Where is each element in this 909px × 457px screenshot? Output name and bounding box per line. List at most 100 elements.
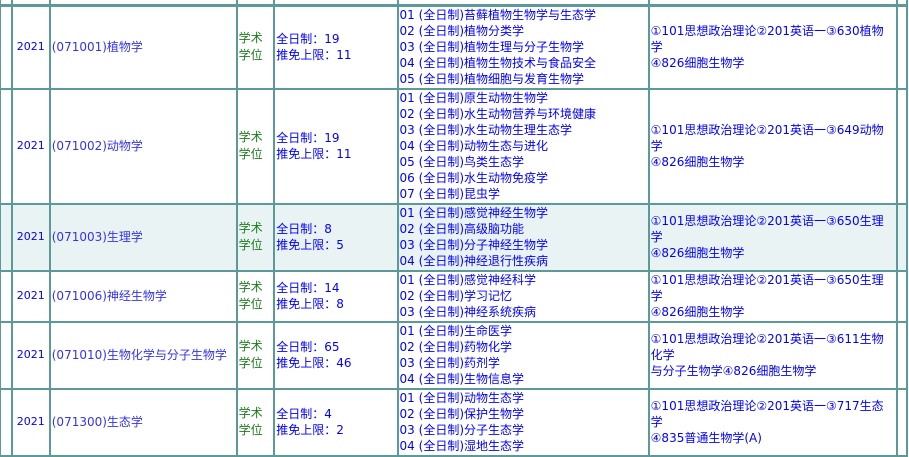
row-gutter <box>0 87 13 205</box>
direction-link[interactable]: 06 (全日制)水生动物免疫学 <box>399 171 548 185</box>
major-link[interactable]: (071001)植物学 <box>48 4 238 90</box>
year-cell: 2021 <box>10 87 51 205</box>
quota-cell: 全日制：19 推免上限：11 <box>273 87 399 205</box>
type-text: 学位 <box>238 423 263 437</box>
direction-link[interactable]: 03 (全日制)分子生态学 <box>399 423 524 437</box>
major-text: (071001)植物学 <box>51 40 143 55</box>
row-gutter <box>0 202 13 272</box>
exempt-text: 推免上限：11 <box>276 48 352 63</box>
full-time-text: 全日制：4 <box>276 407 332 421</box>
direction-link[interactable]: 05 (全日制)鸟类生态学 <box>399 155 524 169</box>
exam-subjects-cell: ①101思想政治理论②201英语一③650生理学 ④826细胞生物学 <box>647 202 899 272</box>
direction-link[interactable]: 01 (全日制)动物生态学 <box>399 391 524 405</box>
directions-cell: 01 (全日制)感觉神经科学 02 (全日制)学习记忆 03 (全日制)神经系统疾病 <box>396 269 650 323</box>
direction-link[interactable]: 05 (全日制)植物细胞与发育生物学 <box>399 72 584 87</box>
direction-link[interactable]: 04 (全日制)湿地生态学 <box>399 439 524 453</box>
direction-link[interactable]: 03 (全日制)植物生理与分子生物学 <box>399 40 584 55</box>
degree-type-cell: 学术 学位 <box>235 87 276 205</box>
quota-cell: 全日制：4 推免上限：2 <box>273 387 399 457</box>
direction-link[interactable]: 01 (全日制)苔藓植物生物学与生态学 <box>399 8 596 23</box>
year-cell: 2021 <box>10 269 51 323</box>
year-cell: 2021 <box>10 202 51 272</box>
direction-link[interactable]: 01 (全日制)原生动物生物学 <box>399 91 548 105</box>
direction-link[interactable]: 01 (全日制)感觉神经科学 <box>399 273 536 287</box>
exam-subjects-cell: ①101思想政治理论②201英语一③717生态学 ④835普通生物学(A) <box>647 387 899 457</box>
type-text: 学术 <box>238 339 263 353</box>
year-text: 2021 <box>16 230 45 243</box>
major-link[interactable]: (071006)神经生物学 <box>48 269 238 323</box>
full-time-text: 全日制：19 <box>276 131 340 145</box>
header-row <box>0 0 908 7</box>
full-time-text: 全日制：19 <box>276 32 340 47</box>
degree-type-cell: 学术 学位 <box>235 387 276 457</box>
exam-subjects-cell: ①101思想政治理论②201英语一③649动物学 ④826细胞生物学 <box>647 87 899 205</box>
directions-cell: 01 (全日制)原生动物生物学 02 (全日制)水生动物营养与环境健康 03 (全日… <box>396 87 650 205</box>
direction-link[interactable]: 04 (全日制)神经退行性疾病 <box>399 254 548 268</box>
year-cell: 2021 <box>10 387 51 457</box>
direction-link[interactable]: 03 (全日制)分子神经生物学 <box>399 238 548 252</box>
major-link[interactable]: (071300)生态学 <box>48 387 238 457</box>
year-text: 2021 <box>16 348 45 361</box>
direction-link[interactable]: 07 (全日制)昆虫学 <box>399 187 500 201</box>
exams-text: ④826细胞生物学 <box>650 305 745 319</box>
row-edge <box>896 269 908 323</box>
quota-cell: 全日制：65 推免上限：46 <box>273 320 399 390</box>
type-text: 学术 <box>238 221 263 235</box>
row-edge <box>896 4 908 90</box>
direction-link[interactable]: 02 (全日制)学习记忆 <box>399 289 512 303</box>
direction-link[interactable]: 02 (全日制)保护生物学 <box>399 407 524 421</box>
row-gutter <box>0 387 13 457</box>
directions-cell: 01 (全日制)生命医学 02 (全日制)药物化学 03 (全日制)药剂学 04 (全… <box>396 320 650 390</box>
type-text: 学术 <box>238 130 263 144</box>
table-row: 2021 (071003)生理学 学术 学位 全日制：8 推免上限：5 01 (全日… <box>0 202 908 272</box>
exams-text: ④826细胞生物学 <box>650 155 745 169</box>
direction-link[interactable]: 04 (全日制)植物生物技术与食品安全 <box>399 56 596 71</box>
exams-text: ①101思想政治理论②201英语一③650生理学 <box>650 214 884 244</box>
degree-type-cell: 学术 学位 <box>235 269 276 323</box>
direction-link[interactable]: 01 (全日制)生命医学 <box>399 324 512 338</box>
direction-link[interactable]: 02 (全日制)高级脑功能 <box>399 222 524 236</box>
type-text: 学术 <box>238 31 263 46</box>
exempt-text: 推免上限：46 <box>276 356 352 370</box>
major-link[interactable]: (071003)生理学 <box>48 202 238 272</box>
degree-type-cell: 学术 学位 <box>235 202 276 272</box>
direction-link[interactable]: 02 (全日制)药物化学 <box>399 340 512 354</box>
exams-text: 与分子生物学④826细胞生物学 <box>650 364 817 378</box>
direction-link[interactable]: 02 (全日制)植物分类学 <box>399 24 524 39</box>
year-text: 2021 <box>16 139 45 152</box>
year-text: 2021 <box>16 40 45 54</box>
row-gutter <box>0 320 13 390</box>
year-cell: 2021 <box>10 4 51 90</box>
direction-link[interactable]: 03 (全日制)神经系统疾病 <box>399 305 536 319</box>
exams-text: ①101思想政治理论②201英语一③649动物学 <box>650 123 884 153</box>
degree-type-cell: 学术 学位 <box>235 320 276 390</box>
direction-link[interactable]: 04 (全日制)动物生态与进化 <box>399 139 548 153</box>
major-link[interactable]: (071010)生物化学与分子生物学 <box>48 320 238 390</box>
direction-link[interactable]: 03 (全日制)药剂学 <box>399 356 500 370</box>
quota-cell: 全日制：8 推免上限：5 <box>273 202 399 272</box>
exam-subjects-cell: ①101思想政治理论②201英语一③650生理学 ④826细胞生物学 <box>647 269 899 323</box>
exams-text: ④826细胞生物学 <box>650 246 745 260</box>
full-time-text: 全日制：14 <box>276 281 340 295</box>
type-text: 学位 <box>238 48 263 63</box>
direction-link[interactable]: 02 (全日制)水生动物营养与环境健康 <box>399 107 596 121</box>
table-row: 2021 (071010)生物化学与分子生物学 学术 学位 全日制：65 推免上限：… <box>0 320 908 390</box>
full-time-text: 全日制：8 <box>276 222 332 236</box>
exam-subjects-cell: ①101思想政治理论②201英语一③611生物化学 与分子生物学④826细胞生物学 <box>647 320 899 390</box>
type-text: 学术 <box>238 280 263 294</box>
direction-link[interactable]: 01 (全日制)感觉神经生物学 <box>399 206 548 220</box>
type-text: 学位 <box>238 147 263 161</box>
exempt-text: 推免上限：2 <box>276 423 344 437</box>
quota-cell: 全日制：19 推免上限：11 <box>273 4 399 90</box>
directions-cell: 01 (全日制)苔藓植物生物学与生态学 02 (全日制)植物分类学 03 (全日制)… <box>396 4 650 90</box>
exempt-text: 推免上限：5 <box>276 238 344 252</box>
major-link[interactable]: (071002)动物学 <box>48 87 238 205</box>
table-row: 2021 (071002)动物学 学术学位 全日制：19 推免上限：11 01 (… <box>0 87 908 205</box>
direction-link[interactable]: 03 (全日制)水生动物生理生态学 <box>399 123 572 137</box>
directions-cell: 01 (全日制)感觉神经生物学 02 (全日制)高级脑功能 03 (全日制)分子神经… <box>396 202 650 272</box>
direction-link[interactable]: 04 (全日制)生物信息学 <box>399 372 524 386</box>
row-edge <box>896 387 908 457</box>
directions-cell: 01 (全日制)动物生态学 02 (全日制)保护生物学 03 (全日制)分子生态学 0… <box>396 387 650 457</box>
table-row: 2021 (071006)神经生物学 学术 学位 全日制：14 推免上限：8 01 … <box>0 269 908 323</box>
